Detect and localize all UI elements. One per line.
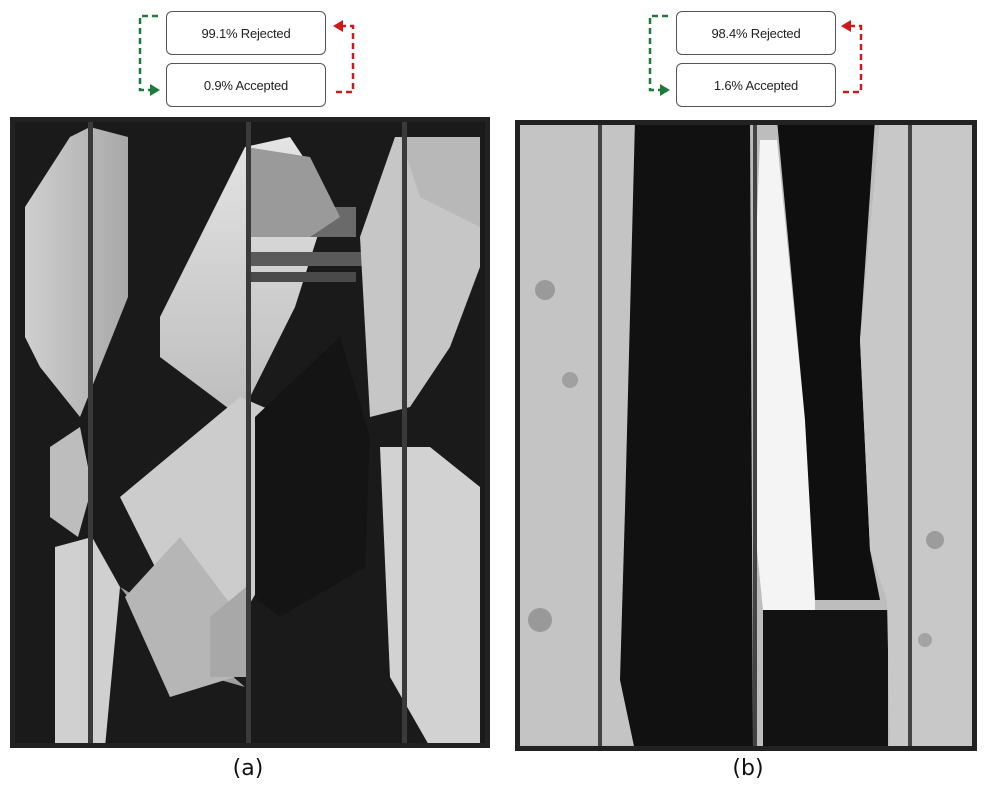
rejected-label-a: 99.1% Rejected [201, 25, 291, 41]
reject-arrow-b [843, 24, 863, 94]
reject-arrow-a [336, 24, 355, 94]
accepted-box-b: 1.6% Accepted [676, 63, 836, 107]
accept-arrow-a [138, 14, 158, 92]
accept-arrow-b [648, 14, 668, 92]
accepted-label-a: 0.9% Accepted [203, 77, 289, 93]
rejected-box-b: 98.4% Rejected [676, 11, 836, 55]
flow-arrows-a [138, 14, 355, 96]
panel-b: 98.4% Rejected 1.6% Accepted [505, 0, 985, 792]
rejected-box-a: 99.1% Rejected [166, 11, 326, 55]
caption-a: (a) [232, 756, 264, 781]
el-image-a [10, 117, 490, 748]
caption-b: (b) [732, 756, 764, 781]
accepted-label-b: 1.6% Accepted [713, 77, 799, 93]
accepted-box-a: 0.9% Accepted [166, 63, 326, 107]
flow-arrows-b [648, 14, 863, 96]
el-image-b [515, 120, 977, 751]
panel-a: 99.1% Rejected 0.9% Accepted [0, 0, 492, 792]
solar-cell-el-image-a [10, 117, 490, 748]
rejected-label-b: 98.4% Rejected [711, 25, 801, 41]
solar-cell-el-image-b [515, 120, 977, 751]
